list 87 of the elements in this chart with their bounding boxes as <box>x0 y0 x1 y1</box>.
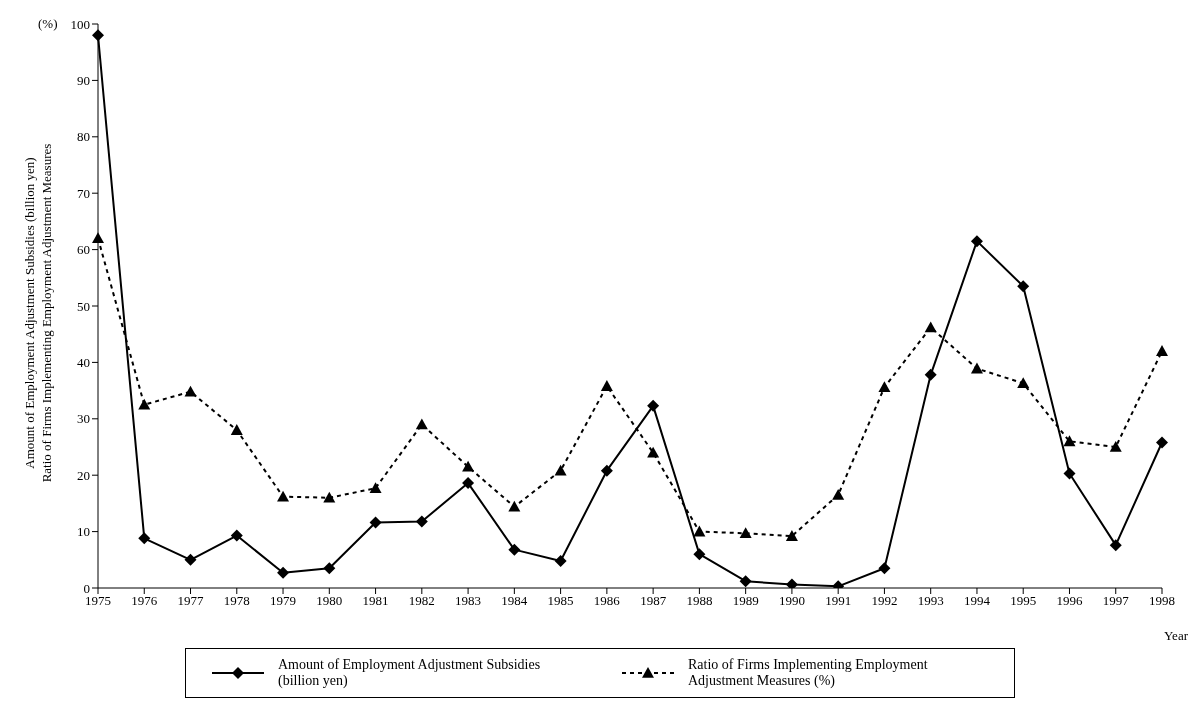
point <box>693 548 706 561</box>
y-tick-label: 60 <box>77 242 90 258</box>
point <box>647 446 660 458</box>
point <box>138 398 151 410</box>
x-tick-label: 1977 <box>177 593 205 609</box>
y-tick-label: 90 <box>77 73 90 89</box>
y-tick-label: 50 <box>77 298 90 314</box>
point <box>92 232 104 244</box>
point <box>415 418 428 430</box>
point <box>1017 280 1030 293</box>
point <box>277 566 290 579</box>
point <box>1109 539 1122 552</box>
x-tick-label: 1993 <box>917 593 944 609</box>
point <box>647 399 660 412</box>
x-tick-label: 1995 <box>1010 593 1037 609</box>
point <box>508 543 521 556</box>
point <box>600 380 613 391</box>
point <box>970 235 983 248</box>
point <box>277 490 290 502</box>
y-tick-label: 80 <box>77 129 90 145</box>
point <box>138 532 151 545</box>
point <box>323 562 336 575</box>
x-tick-label: 1992 <box>871 593 898 609</box>
point <box>1156 436 1168 449</box>
point <box>1063 435 1076 447</box>
point <box>554 464 567 476</box>
x-tick-label: 1978 <box>223 593 250 609</box>
x-tick-label: 1997 <box>1102 593 1130 609</box>
point <box>184 553 197 566</box>
point <box>554 554 567 567</box>
x-tick-label: 1989 <box>732 593 759 609</box>
x-tick-label: 1985 <box>547 593 574 609</box>
point <box>184 385 197 397</box>
point <box>462 477 475 490</box>
x-tick-label: 1998 <box>1149 593 1175 609</box>
text: (%) <box>38 16 58 32</box>
y-tick-label: 100 <box>70 16 90 32</box>
x-tick-label: 1987 <box>640 593 667 609</box>
point <box>785 530 798 541</box>
point <box>1109 441 1122 452</box>
y-tick-label: 70 <box>77 185 90 201</box>
legend-label: Ratio of Firms Implementing Employment Adjustment Measures (%) <box>688 657 929 689</box>
point <box>230 424 243 435</box>
x-tick-label: 1996 <box>1056 593 1083 609</box>
x-tick-label: 1979 <box>270 593 297 609</box>
x-tick-label: 1981 <box>362 593 389 609</box>
point <box>600 464 613 477</box>
point <box>323 491 336 503</box>
point <box>832 488 845 500</box>
y-tick-label: 30 <box>77 411 90 427</box>
x-tick-label: 1988 <box>686 593 713 609</box>
legend-label: Amount of Employment Adjustment Subsidies (billion yen) <box>278 657 542 689</box>
x-tick-label: 1975 <box>85 593 111 609</box>
point <box>92 29 104 42</box>
x-axis-title: Year <box>1164 628 1188 644</box>
point <box>1017 377 1030 389</box>
x-tick-label: 1983 <box>455 593 482 609</box>
point <box>230 529 243 542</box>
x-tick-label: 1980 <box>316 593 343 609</box>
x-tick-label: 1976 <box>131 593 158 609</box>
y-tick-label: 40 <box>77 355 90 371</box>
point <box>369 482 382 493</box>
point <box>462 460 475 472</box>
x-tick-label: 1990 <box>778 593 805 609</box>
point <box>878 381 891 393</box>
point <box>970 362 983 374</box>
point <box>508 500 521 512</box>
point <box>924 368 937 381</box>
point <box>878 562 891 575</box>
point <box>1063 467 1076 480</box>
point <box>369 516 382 529</box>
y-tick-label: 10 <box>77 524 90 540</box>
point <box>739 575 752 588</box>
y-tick-label: 20 <box>77 467 90 483</box>
y-tick-label: 0 <box>83 580 90 596</box>
y-axis-title: Amount of Employment Adjustment Subsidies (billion yen) Ratio of Firms Implementing Employment Adjustment Measures <box>22 143 54 483</box>
point <box>415 515 428 528</box>
point <box>739 527 752 539</box>
x-tick-label: 1984 <box>501 593 528 609</box>
point <box>693 525 706 537</box>
x-tick-label: 1994 <box>963 593 991 609</box>
point <box>785 578 798 588</box>
x-tick-label: 1986 <box>593 593 621 609</box>
x-tick-label: 1991 <box>825 593 852 609</box>
point <box>924 321 937 333</box>
point <box>1156 345 1168 356</box>
x-tick-label: 1982 <box>408 593 435 609</box>
